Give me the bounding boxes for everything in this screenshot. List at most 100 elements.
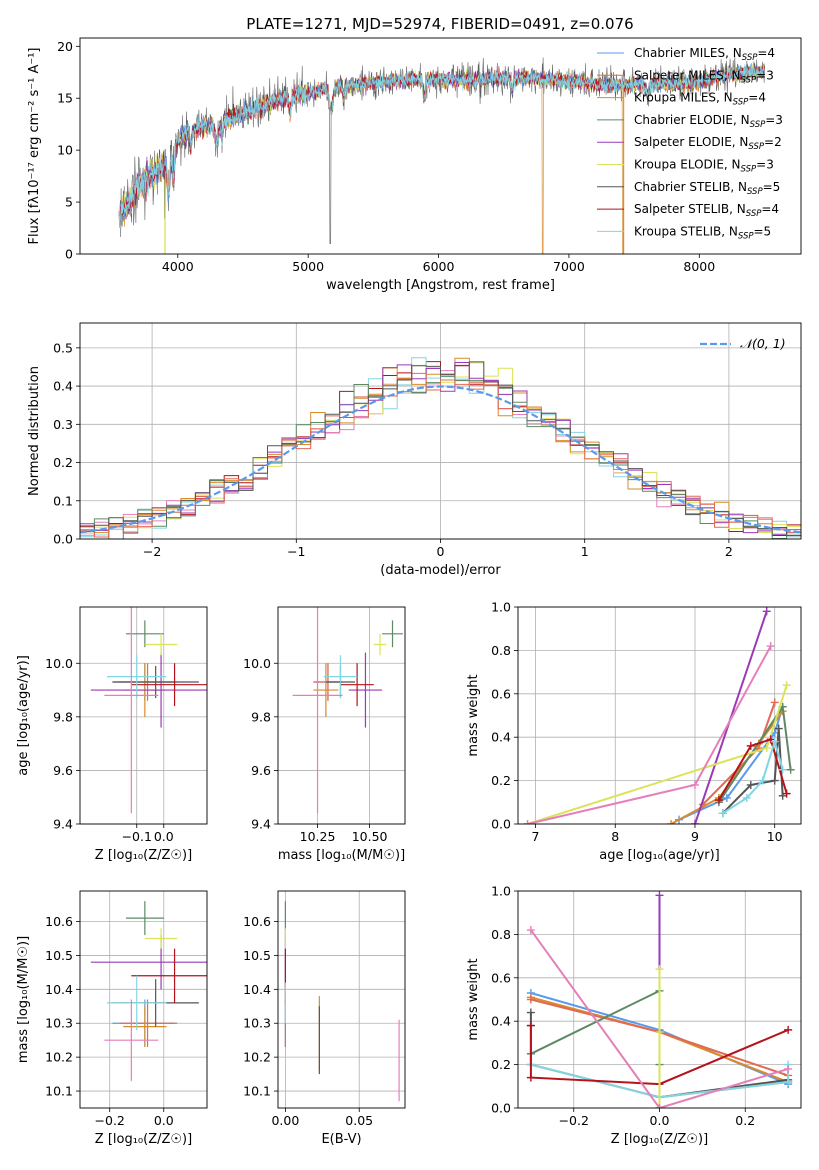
panel-4: 7 8 9 10 0.0 0.2 0.4 0.6 0.8 1.0 age [log₁₀(age/yr… (466, 600, 802, 863)
weight-marker (655, 1028, 664, 1037)
weight-marker (742, 793, 751, 802)
y-tick-label: 0.0 (491, 817, 511, 832)
weight-marker (667, 820, 676, 824)
weight-marker (782, 681, 791, 690)
weight-marker (758, 776, 767, 785)
weight-line-0 (678, 706, 784, 821)
weight-marker (782, 789, 791, 798)
x-tick-label: 10 (767, 829, 783, 844)
x-tick-label: 10.25 (300, 829, 336, 844)
weight-marker (762, 744, 771, 753)
weight-line-9 (530, 929, 789, 1108)
axes-frame (79, 37, 802, 255)
y-tick-label: 10.0 (45, 656, 73, 671)
weight-marker (746, 780, 755, 789)
y-tick-label: 20 (57, 39, 73, 54)
weight-marker (655, 1104, 664, 1108)
weight-marker (770, 698, 779, 707)
weight-marker (526, 995, 535, 1004)
axes-frame (517, 606, 802, 825)
x-tick-label: 8 (611, 829, 619, 844)
weight-marker (784, 1064, 793, 1073)
weight-marker (762, 607, 771, 616)
y-tick-label: 0.2 (491, 1057, 511, 1072)
legend-label: Kroupa ELODIE, NSSP=3 (634, 158, 774, 175)
y-tick-label: 10 (57, 143, 73, 158)
x-axis-label: age [log₁₀(age/yr)] (599, 848, 720, 863)
plot-area (90, 901, 207, 1081)
x-tick-label: 0.05 (345, 1113, 373, 1128)
y-tick-label: 0.0 (491, 1101, 511, 1116)
axes-frame (277, 890, 406, 1109)
weight-marker (778, 765, 787, 774)
x-tick-label: 7 (532, 829, 540, 844)
y-tick-label: 10.2 (45, 1050, 73, 1065)
weight-marker (690, 780, 699, 789)
y-tick-label: 0 (65, 247, 73, 262)
y-axis-label: Flux [fλ10⁻¹⁷ erg cm⁻² s⁻¹ A⁻¹] (27, 48, 42, 245)
y-tick-label: 9.4 (53, 817, 73, 832)
x-tick-label: 1 (581, 544, 589, 559)
weight-marker (774, 724, 783, 733)
normal-curve (80, 385, 801, 534)
y-tick-label: 0.4 (491, 730, 511, 745)
plot-area (118, 56, 765, 254)
y-tick-label: 0.4 (53, 379, 73, 394)
legend-label: Kroupa MILES, NSSP=4 (634, 91, 766, 108)
legend-label: Chabrier STELIB, NSSP=5 (634, 180, 780, 197)
weight-marker (714, 796, 723, 805)
legend-label: Chabrier MILES, NSSP=4 (634, 46, 775, 63)
weight-marker (784, 1025, 793, 1034)
y-tick-label: 0.6 (491, 686, 511, 701)
weight-marker (526, 926, 535, 935)
y-axis-label: mass weight (466, 674, 481, 756)
y-tick-label: 0.2 (491, 773, 511, 788)
x-axis-label: mass [log₁₀(M/M☉)] (278, 848, 405, 863)
weight-line-1 (702, 702, 776, 806)
x-tick-label: 0.0 (154, 829, 174, 844)
x-tick-label: 0.2 (735, 1113, 755, 1128)
axes-frame (517, 890, 802, 1109)
y-tick-label: 0.8 (491, 643, 511, 658)
y-tick-label: 10.4 (243, 982, 271, 997)
weight-marker (784, 1077, 793, 1086)
x-tick-label: 4000 (162, 259, 194, 274)
y-tick-label: 15 (57, 91, 73, 106)
y-tick-label: 0.2 (53, 455, 73, 470)
weight-line-6 (529, 1025, 789, 1086)
x-tick-label: 6000 (423, 259, 455, 274)
y-tick-label: 10.4 (45, 982, 73, 997)
y-tick-label: 10.1 (45, 1084, 73, 1099)
axes-frame (79, 606, 208, 825)
x-axis-label: Z [log₁₀(Z/Z☉)] (611, 1132, 708, 1147)
y-tick-label: 9.6 (53, 763, 73, 778)
legend: Chabrier MILES, NSSP=4 Salpeter MILES, NS… (597, 46, 783, 241)
x-axis-label: (data-model)/error (380, 563, 501, 578)
panel-1: −2 −1 0 1 2 0.0 0.1 0.2 0.3 0.4 0.5 (data-model)/er… (27, 322, 802, 578)
y-tick-label: 1.0 (491, 884, 511, 899)
y-tick-label: 5 (65, 195, 73, 210)
panel-2: −0.1 0.0 9.4 9.6 9.8 10.0 Z [log₁₀(Z/Z☉)] age [… (16, 606, 208, 863)
weight-line-5 (527, 684, 788, 824)
weight-marker (526, 1008, 535, 1017)
weight-marker (523, 820, 532, 824)
y-tick-label: 9.8 (53, 709, 73, 724)
weight-marker (722, 793, 731, 802)
weight-marker (770, 737, 779, 746)
x-tick-label: 10.50 (352, 829, 388, 844)
x-axis-label: E(B-V) (321, 1132, 361, 1147)
y-tick-label: 9.6 (251, 763, 271, 778)
weight-marker (770, 776, 779, 785)
x-tick-label: 0.0 (650, 1113, 670, 1128)
y-tick-label: 0.6 (491, 970, 511, 985)
weight-line-7 (718, 738, 788, 801)
panel-3: 10.25 10.50 9.4 9.6 9.8 10.0 mass [log₁₀(M/M☉)… (243, 606, 406, 863)
figure-title: PLATE=1271, MJD=52974, FIBERID=0491, z=0… (246, 15, 633, 33)
axes-frame (79, 890, 208, 1109)
histogram-series-0 (80, 361, 801, 536)
axes-frame (79, 322, 802, 540)
panel-5: −0.2 0.0 10.1 10.2 10.3 10.4 10.5 10.6 Z [log₁₀(… (16, 890, 208, 1147)
x-tick-label: 0.00 (271, 1113, 299, 1128)
histogram-series-7 (80, 372, 801, 538)
